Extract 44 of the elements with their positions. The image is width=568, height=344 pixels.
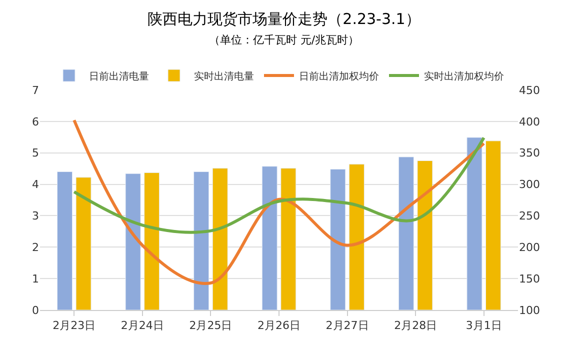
y2-tick-label: 250 [519, 210, 540, 223]
y2-tick-label: 350 [519, 146, 540, 160]
bar [280, 168, 296, 310]
bar [348, 164, 364, 310]
chart-subtitle: （单位：亿千瓦时 元/兆瓦时） [208, 34, 360, 47]
y2-tick-label: 200 [519, 240, 540, 254]
chart-title: 陕西电力现货市场量价走势（2.23-3.1） [148, 10, 420, 28]
bar [212, 168, 228, 310]
bar [262, 166, 278, 310]
bar [125, 173, 141, 310]
y-tick-label: 4 [32, 178, 39, 192]
y2-tick-label: 150 [519, 272, 540, 286]
line-series [72, 118, 486, 285]
legend-label: 实时出清加权均价 [424, 70, 504, 82]
x-tick-label: 2月27日 [326, 319, 369, 332]
x-tick-label: 2月26日 [258, 319, 300, 332]
y2-tick-label: 400 [519, 115, 540, 128]
y2-tick-label: 300 [519, 178, 540, 192]
y-tick-label: 7 [32, 84, 39, 97]
y-tick-label: 1 [32, 272, 39, 286]
x-tick-label: 3月1日 [466, 319, 502, 332]
y-tick-label: 3 [32, 210, 39, 223]
x-tick-label: 2月25日 [189, 319, 232, 332]
bar [417, 160, 433, 310]
legend-label: 日前出清加权均价 [299, 70, 379, 82]
bar [76, 177, 92, 310]
bar [485, 140, 502, 310]
legend-label: 日前出清电量 [89, 70, 149, 82]
x-tick-label: 2月23日 [52, 319, 96, 332]
y-tick-label: 2 [32, 240, 39, 254]
bar [144, 172, 160, 310]
y-tick-label: 6 [32, 115, 39, 128]
y2-tick-label: 100 [519, 304, 540, 317]
y-tick-label: 0 [32, 304, 39, 317]
y2-tick-label: 450 [519, 84, 540, 97]
y-tick-label: 5 [32, 146, 39, 160]
bar [330, 168, 346, 310]
x-tick-label: 2月24日 [120, 319, 164, 332]
x-tick-label: 2月28日 [394, 319, 438, 332]
bar [398, 156, 414, 310]
legend-label: 实时出清电量 [194, 70, 254, 82]
bar [194, 171, 210, 310]
bar [56, 171, 73, 310]
bar [466, 137, 482, 310]
